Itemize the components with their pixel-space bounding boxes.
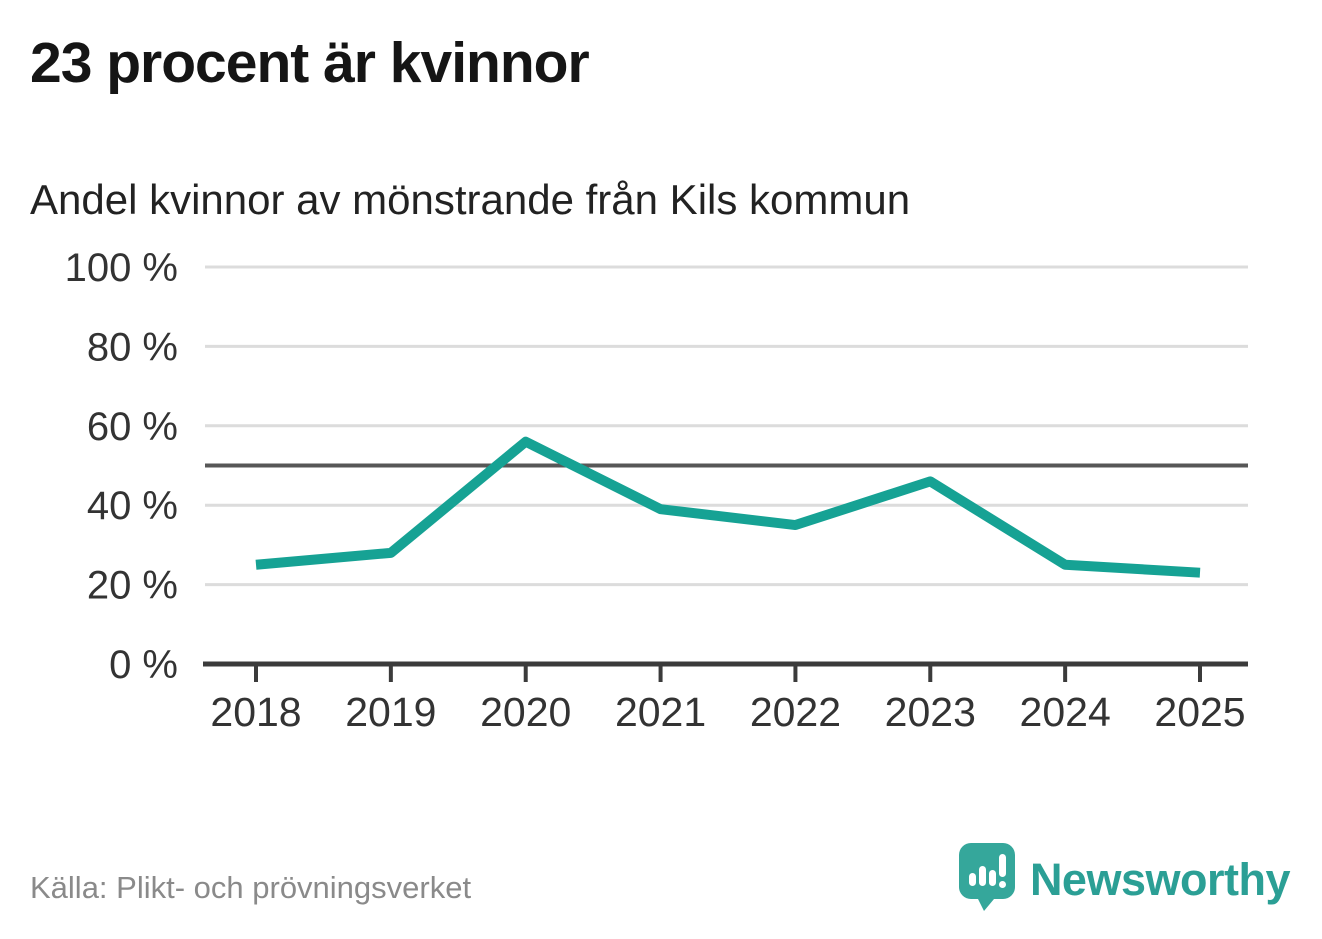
y-tick-label: 20 % [87,564,178,608]
y-tick-label: 80 % [87,325,178,369]
page-title: 23 procent är kvinnor [30,31,590,95]
speech-bubble-shape [958,843,1015,911]
x-tick-label: 2025 [1154,689,1245,735]
x-tick-label: 2021 [615,689,706,735]
x-tick-label: 2020 [480,689,571,735]
x-tick-label: 2019 [345,689,436,735]
x-tick-label: 2023 [885,689,976,735]
data-line-andel-kvinnor-av-m-nstrande [255,436,1201,578]
chart-subtitle: Andel kvinnor av mönstrande från Kils ko… [30,176,911,223]
x-tick-label: 2022 [750,689,841,735]
y-tick-label: 100 % [65,246,178,290]
chart-area: 0 % 20 % 40 % 60 % 80 % 100 % 2018 2019 2020 2021… [65,246,1248,735]
x-tick-label: 2024 [1020,689,1111,735]
x-tick-label: 2018 [210,689,301,735]
brand-logo: Newsworthy [958,842,1291,918]
y-tick-label: 40 % [87,484,178,528]
source-note: Källa: Plikt- och prövningsverket [30,870,472,905]
brand-name: Newsworthy [1029,854,1291,905]
y-tick-label: 60 % [87,405,178,449]
y-tick-label: 0 % [109,643,178,687]
newsworthy-icon [958,843,1015,911]
